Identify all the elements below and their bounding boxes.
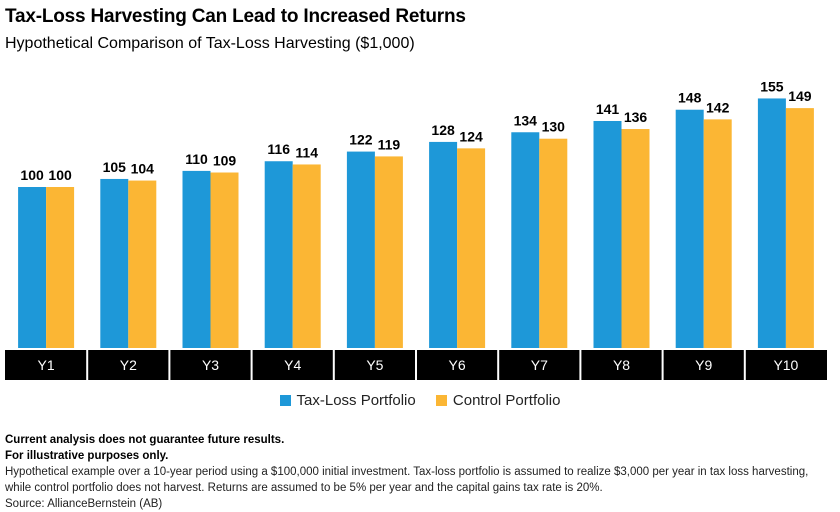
bar-control [621,129,650,348]
bar-tax-loss [264,161,293,348]
data-label: 124 [459,128,483,144]
data-label: 141 [596,101,620,117]
data-label: 114 [295,144,318,160]
x-tick-label: Y10 [773,357,798,373]
legend: Tax-Loss Portfolio Control Portfolio [0,392,840,410]
bar-chart: 100 100 Y1 105 104 Y2 110 109 Y3 116 114 Y4 122 119 Y5… [5,78,827,380]
bar-control [539,138,568,348]
bar-control [128,180,157,348]
data-label: 100 [48,167,72,183]
bar-control [292,164,321,348]
x-tick-label: Y8 [613,357,630,373]
x-tick-label: Y7 [531,357,548,373]
bar-control [210,172,239,348]
chart-subtitle: Hypothetical Comparison of Tax-Loss Harv… [5,35,415,52]
x-tick-label: Y6 [449,357,466,373]
x-tick-label: Y9 [695,357,712,373]
chart-title: Tax-Loss Harvesting Can Lead to Increase… [5,6,466,27]
data-label: 149 [788,88,812,104]
footnotes: Current analysis does not guarantee futu… [5,432,835,512]
data-label: 130 [542,119,566,135]
data-label: 134 [514,112,538,128]
bar-tax-loss [346,151,375,348]
x-tick-label: Y2 [120,357,137,373]
x-axis-separator [497,350,500,380]
bar-control [703,119,732,348]
data-label: 105 [103,159,127,175]
methodology-note: Hypothetical example over a 10-year peri… [5,466,809,494]
data-label: 119 [378,136,401,152]
x-tick-label: Y3 [202,357,219,373]
legend-swatch-tax-loss [279,395,291,406]
x-tick-label: Y5 [366,357,383,373]
legend-swatch-control [435,395,447,406]
bar-tax-loss [182,170,211,348]
bar-tax-loss [593,120,622,348]
source-note: Source: AllianceBernstein (AB) [5,498,163,510]
legend-item-control: Control Portfolio [435,392,561,409]
bar-tax-loss [18,187,47,348]
x-axis-separator [168,350,171,380]
x-tick-label: Y4 [284,357,301,373]
data-label: 142 [706,99,730,115]
data-label: 116 [267,141,290,157]
x-axis-separator [579,350,582,380]
x-axis-separator [332,350,335,380]
x-axis-separator [86,350,89,380]
bar-tax-loss [757,98,786,348]
disclaimer-results: Current analysis does not guarantee futu… [5,434,285,446]
data-label: 110 [185,151,208,167]
data-label: 155 [760,78,784,94]
x-axis-separator [661,350,664,380]
bar-control [785,108,814,348]
bar-tax-loss [511,132,540,348]
bar-control [46,187,75,348]
data-label: 109 [213,153,237,169]
bar-tax-loss [429,141,458,348]
x-axis-separator [743,350,746,380]
bar-control [374,156,403,348]
x-tick-label: Y1 [38,357,55,373]
data-label: 148 [678,90,702,106]
bar-tax-loss [675,109,704,348]
legend-label-control: Control Portfolio [452,392,561,409]
x-axis-separator [250,350,253,380]
data-label: 100 [20,167,44,183]
bar-tax-loss [100,178,129,348]
legend-item-tax-loss: Tax-Loss Portfolio [279,392,416,409]
disclaimer-illustrative: For illustrative purposes only. [5,450,169,462]
data-label: 122 [349,132,373,148]
data-label: 128 [431,122,455,138]
bar-control [457,148,486,348]
data-label: 104 [131,161,155,177]
x-axis-separator [415,350,417,380]
data-label: 136 [624,109,648,125]
legend-label-tax-loss: Tax-Loss Portfolio [296,392,416,409]
